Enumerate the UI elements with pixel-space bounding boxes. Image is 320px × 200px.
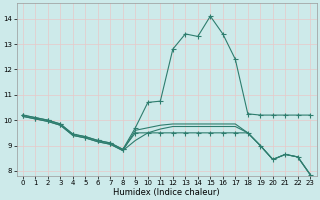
X-axis label: Humidex (Indice chaleur): Humidex (Indice chaleur) [113,188,220,197]
